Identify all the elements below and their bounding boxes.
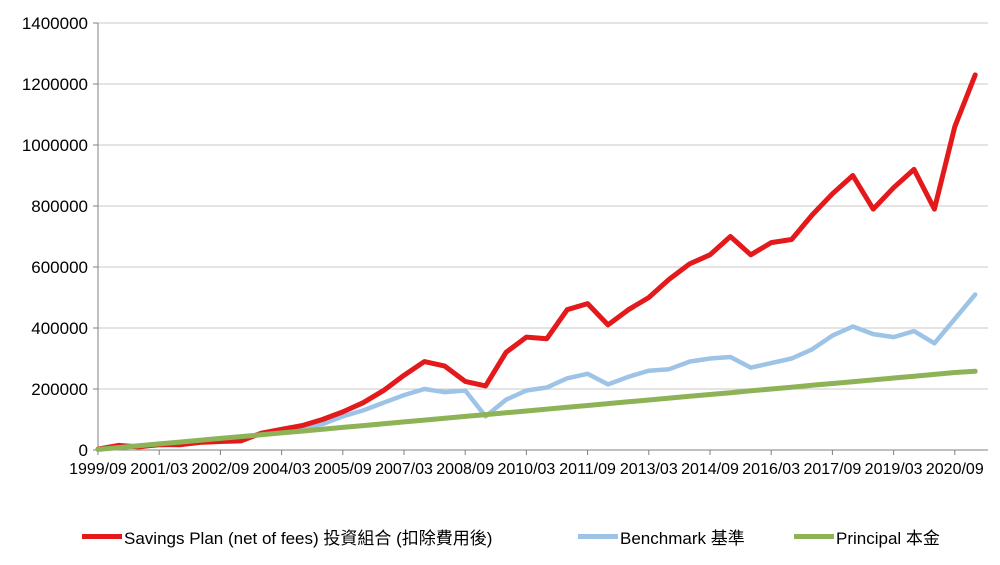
x-tick-label: 2010/03 [497, 461, 555, 478]
y-tick-label: 800000 [31, 197, 88, 216]
line-chart: 0 200000 400000 600000 800000 1000000 1200000 1… [22, 14, 988, 478]
x-tick-label: 2017/09 [803, 461, 861, 478]
x-tick-label: 1999/09 [69, 461, 127, 478]
y-tick-label: 1000000 [22, 136, 88, 155]
legend-label-savings-plan: Savings Plan (net of fees) 投資組合 (扣除費用後) [124, 528, 493, 548]
legend: Savings Plan (net of fees) 投資組合 (扣除費用後) … [0, 524, 1000, 548]
legend-item-benchmark: Benchmark 基準 [578, 524, 745, 548]
x-tick-label: 2016/03 [742, 461, 800, 478]
legend-item-savings-plan: Savings Plan (net of fees) 投資組合 (扣除費用後) [82, 524, 492, 548]
legend-swatch-principal [794, 533, 834, 539]
x-tick-label: 2007/03 [375, 461, 433, 478]
x-tick-label: 2005/09 [314, 461, 372, 478]
series-line-benchmark [95, 292, 978, 452]
y-tick-label: 0 [79, 441, 88, 460]
legend-label-principal: Principal 本金 [836, 528, 940, 548]
gridlines [98, 22, 988, 390]
x-tick-label: 2014/09 [681, 461, 739, 478]
series-line-savings-plan [95, 72, 978, 452]
tick-labels: 0 200000 400000 600000 800000 1000000 1200000 1… [22, 14, 984, 478]
series-lines [95, 72, 978, 452]
series-line-principal [95, 368, 978, 452]
legend-label-benchmark: Benchmark 基準 [620, 528, 745, 548]
legend-swatch-savings-plan [82, 533, 122, 539]
x-tick-label: 2019/03 [865, 461, 923, 478]
y-tick-label: 400000 [31, 319, 88, 338]
axes [93, 22, 988, 455]
legend-item-principal: Principal 本金 [794, 524, 940, 548]
x-tick-label: 2001/03 [130, 461, 188, 478]
y-tick-label: 1200000 [22, 75, 88, 94]
x-tick-label: 2004/03 [253, 461, 311, 478]
x-tick-label: 2020/09 [926, 461, 984, 478]
x-tick-label: 2011/09 [559, 461, 616, 478]
x-tick-label: 2002/09 [191, 461, 249, 478]
x-tick-label: 2013/03 [620, 461, 678, 478]
y-tick-label: 600000 [31, 258, 88, 277]
y-tick-label: 1400000 [22, 14, 88, 33]
y-tick-label: 200000 [31, 380, 88, 399]
x-tick-label: 2008/09 [436, 461, 494, 478]
legend-swatch-benchmark [578, 533, 618, 539]
